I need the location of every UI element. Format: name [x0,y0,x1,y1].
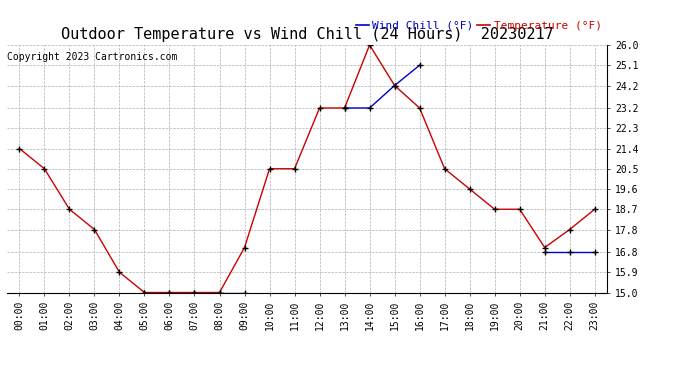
Text: Copyright 2023 Cartronics.com: Copyright 2023 Cartronics.com [7,52,177,62]
Title: Outdoor Temperature vs Wind Chill (24 Hours)  20230217: Outdoor Temperature vs Wind Chill (24 Ho… [61,27,553,42]
Legend: Wind Chill (°F), Temperature (°F): Wind Chill (°F), Temperature (°F) [356,21,602,31]
